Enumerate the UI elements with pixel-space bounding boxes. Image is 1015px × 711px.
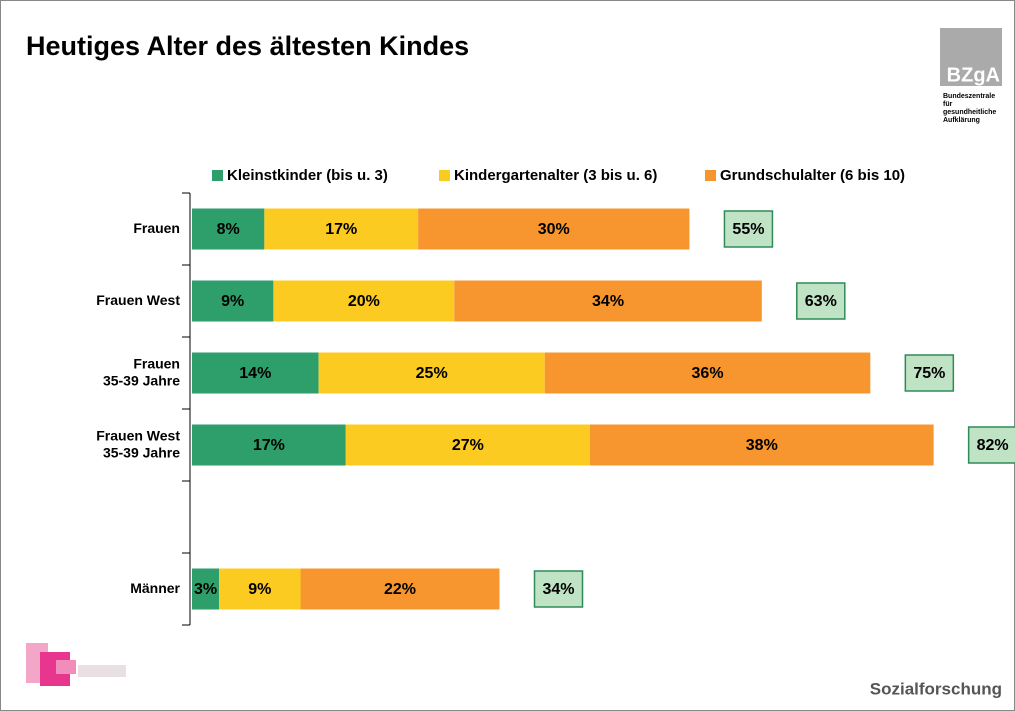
logo-line: für <box>943 101 953 108</box>
total-label: 82% <box>977 437 1009 454</box>
y-tick-label-line: Frauen West <box>96 292 180 308</box>
y-tick-label-line: Frauen West <box>96 427 180 443</box>
total-box <box>723 210 774 248</box>
total-label: 34% <box>542 581 574 598</box>
value-label: 3% <box>194 581 217 598</box>
value-label: 27% <box>452 437 484 454</box>
legend-label: Grundschulalter (6 bis 10) <box>720 167 905 184</box>
logo-line: Aufklärung <box>943 117 980 124</box>
chart-title: Heutiges Alter des ältesten Kindes <box>26 31 469 61</box>
value-label: 17% <box>253 437 285 454</box>
y-tick-label-line: Frauen <box>133 355 180 371</box>
total-box <box>796 282 846 320</box>
emnid-logo <box>26 643 126 686</box>
value-label: 8% <box>217 221 240 238</box>
bar-segment <box>192 352 319 394</box>
value-label: 9% <box>221 293 244 310</box>
legend-swatch <box>439 170 450 181</box>
value-label: 9% <box>248 581 271 598</box>
value-label: 14% <box>239 365 271 382</box>
y-tick-label: Frauen West 35-39 Jahre <box>96 427 180 460</box>
value-label: 34% <box>592 293 624 310</box>
total-box <box>904 354 955 392</box>
footer: Sozialforschung <box>870 679 1002 698</box>
value-label: 22% <box>384 581 416 598</box>
legend-label: Kindergartenalter (3 bis u. 6) <box>454 167 657 184</box>
value-label: 30% <box>538 221 570 238</box>
total-box <box>533 570 584 608</box>
y-tick-label-line: 35-39 Jahre <box>103 444 180 460</box>
total-label: 63% <box>805 293 837 310</box>
logo-text: BZgA <box>947 64 1000 86</box>
value-label: 36% <box>692 365 724 382</box>
y-tick-label-line: Männer <box>130 580 180 596</box>
value-label: 17% <box>325 221 357 238</box>
value-label: 25% <box>416 365 448 382</box>
bar-segment <box>219 568 301 610</box>
logo-shape <box>56 660 76 674</box>
total-label: 75% <box>913 365 945 382</box>
y-tick-label: Frauen West <box>96 292 180 308</box>
bar-segment <box>192 208 265 250</box>
bar-segment <box>264 208 419 250</box>
logo-line: gesundheitliche <box>943 109 996 116</box>
bar-segment <box>192 424 346 466</box>
legend-label: Kleinstkinder (bis u. 3) <box>227 167 388 184</box>
bar-segment <box>589 424 934 466</box>
value-label: 38% <box>746 437 778 454</box>
logo-shape <box>78 665 126 677</box>
y-tick-label-line: 35-39 Jahre <box>103 372 180 388</box>
bar-segment <box>345 424 590 466</box>
bar-segment <box>300 568 500 610</box>
bar-segment <box>192 568 220 610</box>
total-label: 55% <box>732 221 764 238</box>
logo-box <box>940 28 1002 86</box>
legend-swatch <box>212 170 223 181</box>
bar-segment <box>454 280 762 322</box>
y-tick-label: Männer <box>130 580 180 596</box>
y-tick-label: Frauen 35-39 Jahre <box>103 355 180 388</box>
legend-swatch <box>705 170 716 181</box>
bar-segment <box>418 208 690 250</box>
bar-segment <box>318 352 545 394</box>
logo: BZgA Bundeszentrale für gesundheitliche … <box>940 28 1002 124</box>
value-label: 20% <box>348 293 380 310</box>
bar-segment <box>192 280 274 322</box>
bar-segment <box>544 352 871 394</box>
bar-segment <box>273 280 455 322</box>
y-tick-label-line: Frauen <box>133 220 180 236</box>
y-tick-label: Frauen <box>133 220 180 236</box>
logo-line: Bundeszentrale <box>943 93 995 100</box>
total-box <box>967 426 1015 464</box>
